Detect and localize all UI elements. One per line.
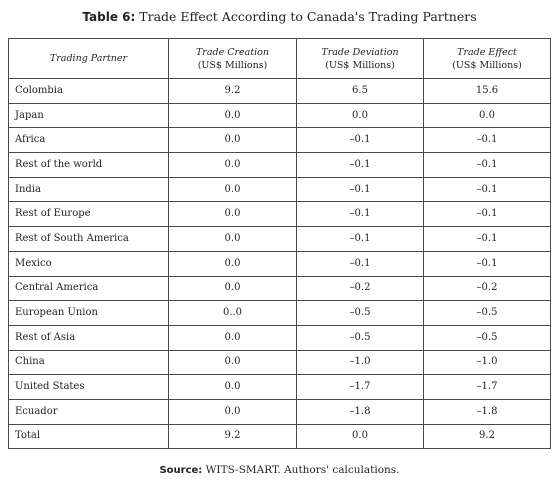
cell-trading-partner: European Union: [8, 300, 169, 326]
cell-trade-creation: 0.0: [168, 201, 297, 228]
table-row: United States 0.0 –1.7 –1.7: [8, 374, 551, 400]
table-row: Rest of South America 0.0 –0.1 –0.1: [8, 226, 551, 252]
table-row: India 0.0 –0.1 –0.1: [8, 176, 551, 203]
cell-trade-deviation: 0.0: [296, 423, 424, 450]
cell-trade-creation: 0.0: [168, 349, 297, 376]
table-row: European Union 0..0 –0.5 –0.5: [8, 300, 551, 326]
cell-trade-deviation: –0.1: [296, 250, 424, 277]
header-title: Trade Deviation: [321, 46, 399, 58]
cell-trade-creation: 0.0: [168, 127, 297, 154]
table-row: Mexico 0.0 –0.1 –0.1: [8, 250, 551, 277]
cell-trade-creation: 0.0: [168, 374, 297, 400]
table-body: Colombia 9.2 6.5 15.6 Japan 0.0 0.0 0.0 Africa 0.…: [8, 78, 551, 450]
table-row: Ecuador 0.0 –1.8 –1.8: [8, 398, 551, 425]
cell-trade-creation: 9.2: [168, 78, 297, 104]
table-row: Central America 0.0 –0.2 –0.2: [8, 275, 551, 302]
table-row: Africa 0.0 –0.1 –0.1: [8, 127, 551, 154]
table-row: Rest of Europe 0.0 –0.1 –0.1: [8, 201, 551, 228]
cell-trade-effect: –0.1: [423, 176, 551, 203]
table-header-row: Trading Partner Trade Creation (US$ Mill…: [8, 38, 551, 79]
cell-trade-creation: 0.0: [168, 250, 297, 277]
table-row: Rest of Asia 0.0 –0.5 –0.5: [8, 324, 551, 351]
cell-trade-effect: –0.1: [423, 226, 551, 252]
cell-trading-partner: Rest of the world: [8, 152, 169, 178]
cell-trading-partner: Ecuador: [8, 398, 169, 425]
table-row: Japan 0.0 0.0 0.0: [8, 102, 551, 129]
cell-trading-partner: Total: [8, 423, 169, 450]
table-caption-label: Table 6:: [82, 10, 136, 24]
header-trade-effect: Trade Effect (US$ Millions): [423, 38, 551, 79]
cell-trade-deviation: –0.1: [296, 152, 424, 178]
cell-trading-partner: United States: [8, 374, 169, 400]
cell-trade-effect: –0.1: [423, 127, 551, 154]
trade-effect-table: Trading Partner Trade Creation (US$ Mill…: [8, 38, 551, 450]
source-text: WITS-SMART. Authors' calculations.: [205, 464, 400, 476]
cell-trading-partner: Colombia: [8, 78, 169, 104]
cell-trading-partner: Japan: [8, 102, 169, 129]
cell-trading-partner: Rest of Europe: [8, 201, 169, 228]
header-unit: (US$ Millions): [452, 59, 522, 71]
cell-trade-deviation: 6.5: [296, 78, 424, 104]
table-row: Rest of the world 0.0 –0.1 –0.1: [8, 152, 551, 178]
source-note: Source: WITS-SMART. Authors' calculation…: [0, 463, 559, 478]
cell-trade-creation: 0.0: [168, 176, 297, 203]
cell-trade-deviation: –1.8: [296, 398, 424, 425]
cell-trade-deviation: 0.0: [296, 102, 424, 129]
cell-trade-effect: –0.5: [423, 324, 551, 351]
cell-trade-creation: 0.0: [168, 398, 297, 425]
cell-trade-deviation: –1.7: [296, 374, 424, 400]
cell-trade-effect: –0.2: [423, 275, 551, 302]
cell-trading-partner: Central America: [8, 275, 169, 302]
cell-trade-deviation: –0.1: [296, 176, 424, 203]
cell-trade-creation: 0.0: [168, 102, 297, 129]
table-caption-text: Trade Effect According to Canada's Tradi…: [139, 9, 477, 24]
cell-trade-effect: 15.6: [423, 78, 551, 104]
table-row: Colombia 9.2 6.5 15.6: [8, 78, 551, 104]
cell-trade-effect: 9.2: [423, 423, 551, 450]
header-title: Trading Partner: [49, 53, 128, 64]
cell-trade-creation: 0.0: [168, 152, 297, 178]
cell-trade-effect: –1.0: [423, 349, 551, 376]
cell-trade-deviation: –0.1: [296, 226, 424, 252]
table-row: Total 9.2 0.0 9.2: [8, 423, 551, 450]
cell-trade-creation: 0.0: [168, 275, 297, 302]
cell-trading-partner: Africa: [8, 127, 169, 154]
cell-trade-effect: –0.1: [423, 152, 551, 178]
cell-trade-creation: 0.0: [168, 324, 297, 351]
header-trade-creation: Trade Creation (US$ Millions): [168, 38, 297, 79]
cell-trade-effect: 0.0: [423, 102, 551, 129]
table-row: China 0.0 –1.0 –1.0: [8, 349, 551, 376]
cell-trade-effect: –0.5: [423, 300, 551, 326]
cell-trade-deviation: –0.1: [296, 127, 424, 154]
cell-trading-partner: India: [8, 176, 169, 203]
header-unit: (US$ Millions): [197, 59, 268, 71]
cell-trade-effect: –1.8: [423, 398, 551, 425]
header-unit: (US$ Millions): [325, 59, 395, 71]
cell-trade-creation: 0..0: [168, 300, 297, 326]
cell-trading-partner: China: [8, 349, 169, 376]
header-trade-deviation: Trade Deviation (US$ Millions): [296, 38, 424, 79]
cell-trade-deviation: –0.2: [296, 275, 424, 302]
cell-trade-creation: 9.2: [168, 423, 297, 450]
cell-trade-effect: –0.1: [423, 201, 551, 228]
header-title: Trade Creation: [195, 46, 270, 58]
cell-trade-creation: 0.0: [168, 226, 297, 252]
cell-trade-effect: –1.7: [423, 374, 551, 400]
cell-trade-deviation: –0.1: [296, 201, 424, 228]
header-trading-partner: Trading Partner: [8, 38, 169, 79]
cell-trade-deviation: –1.0: [296, 349, 424, 376]
cell-trading-partner: Mexico: [8, 250, 169, 277]
cell-trading-partner: Rest of Asia: [8, 324, 169, 351]
table-caption: Table 6: Trade Effect According to Canad…: [0, 9, 559, 25]
cell-trade-deviation: –0.5: [296, 324, 424, 351]
header-title: Trade Effect: [457, 46, 517, 58]
cell-trading-partner: Rest of South America: [8, 226, 169, 252]
source-label: Source:: [159, 465, 203, 476]
cell-trade-effect: –0.1: [423, 250, 551, 277]
cell-trade-deviation: –0.5: [296, 300, 424, 326]
